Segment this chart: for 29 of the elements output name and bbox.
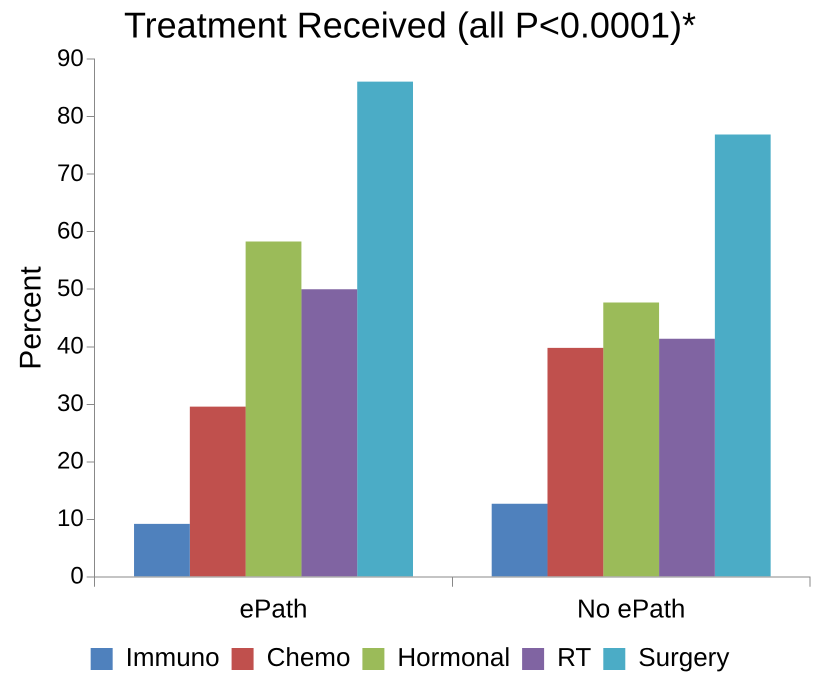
- bar: [246, 242, 302, 576]
- y-tick-label: 60: [56, 217, 84, 244]
- bar: [714, 134, 771, 576]
- legend-label: Immuno: [126, 642, 220, 672]
- y-tick-label: 50: [56, 274, 84, 302]
- y-tick-label: 20: [56, 447, 84, 474]
- y-tick-label: 0: [70, 562, 84, 590]
- legend-label: Hormonal: [397, 642, 510, 672]
- legend-label: Surgery: [638, 642, 730, 672]
- bar: [301, 289, 358, 576]
- legend-label: RT: [557, 642, 592, 672]
- y-axis-title: Percent: [14, 266, 48, 370]
- y-tick-label: 80: [56, 102, 84, 130]
- bar: [603, 302, 660, 576]
- bar: [357, 82, 414, 576]
- bar: [134, 524, 190, 576]
- bar: [492, 504, 548, 576]
- y-tick-label: 10: [56, 504, 84, 532]
- y-tick-label: 40: [56, 332, 84, 360]
- legend-label: Chemo: [266, 642, 350, 672]
- chart-title: Treatment Received (all P<0.0001)*: [124, 4, 696, 46]
- bar: [190, 406, 246, 576]
- y-tick-label: 30: [56, 390, 84, 417]
- y-tick-label: 90: [56, 44, 84, 72]
- x-tick-label: ePath: [240, 594, 308, 624]
- bar: [547, 348, 604, 576]
- y-tick-label: 70: [56, 160, 84, 187]
- x-tick-label: No ePath: [576, 594, 686, 624]
- bar: [659, 338, 715, 576]
